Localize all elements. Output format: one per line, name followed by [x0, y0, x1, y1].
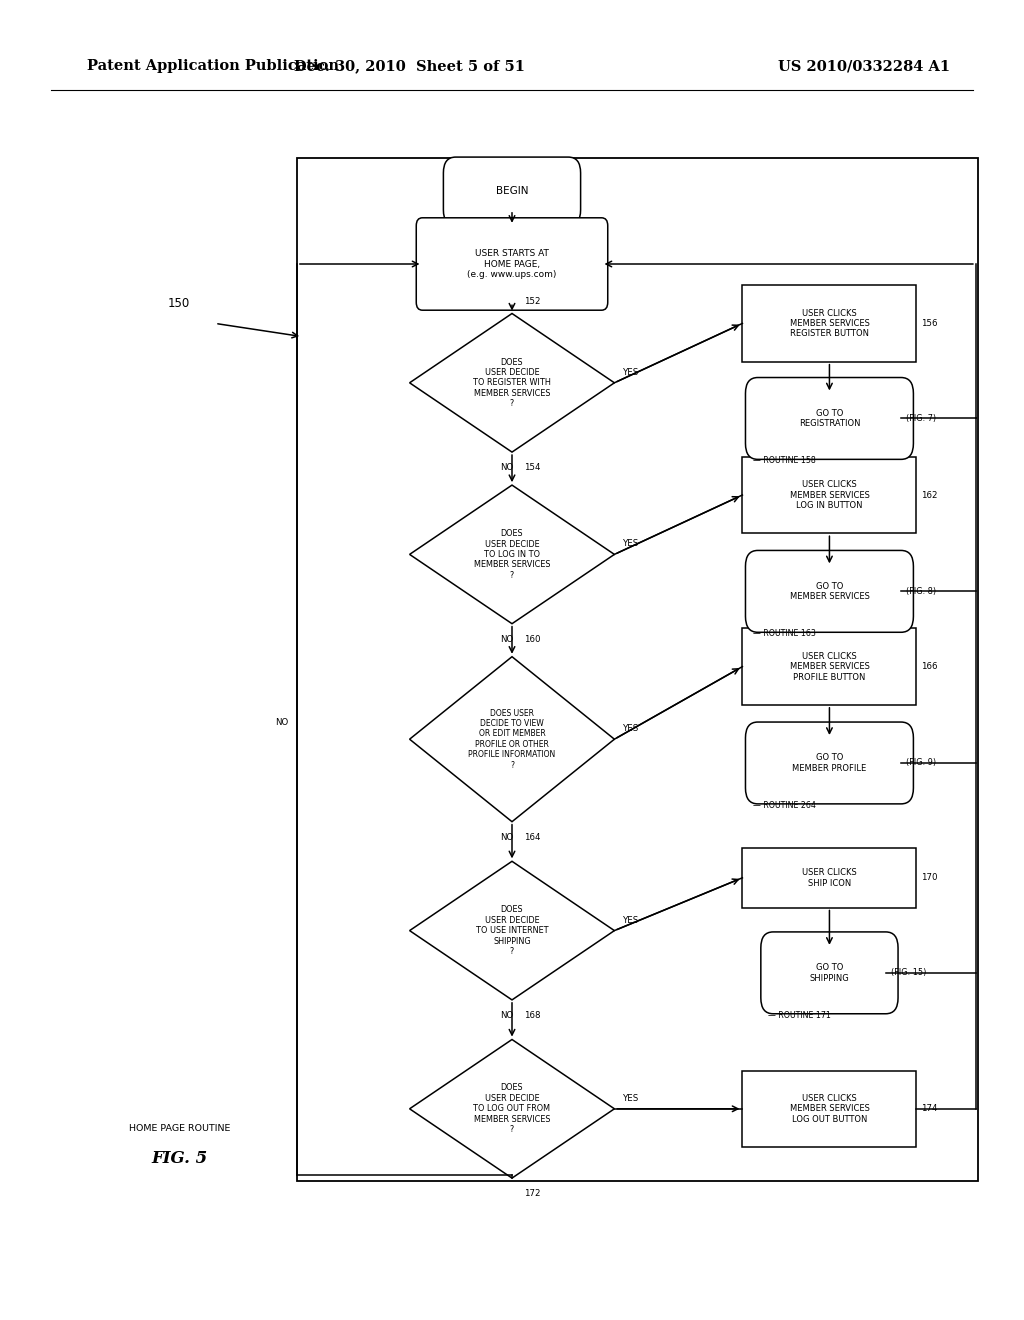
Text: NO: NO — [275, 718, 288, 727]
Text: (FIG. 15): (FIG. 15) — [891, 969, 927, 977]
Text: GO TO
REGISTRATION: GO TO REGISTRATION — [799, 409, 860, 428]
Text: YES: YES — [623, 1094, 639, 1102]
Polygon shape — [410, 862, 614, 1001]
Text: — ROUTINE 163: — ROUTINE 163 — [753, 630, 815, 638]
Text: (FIG. 9): (FIG. 9) — [906, 759, 936, 767]
Text: USER STARTS AT
HOME PAGE,
(e.g. www.ups.com): USER STARTS AT HOME PAGE, (e.g. www.ups.… — [467, 249, 557, 279]
Text: 160: 160 — [524, 635, 541, 644]
Text: YES: YES — [623, 916, 639, 924]
FancyBboxPatch shape — [761, 932, 898, 1014]
Text: USER CLICKS
MEMBER SERVICES
PROFILE BUTTON: USER CLICKS MEMBER SERVICES PROFILE BUTT… — [790, 652, 869, 681]
Bar — [742, 628, 916, 705]
FancyBboxPatch shape — [443, 157, 581, 226]
Text: 152: 152 — [524, 297, 541, 306]
Polygon shape — [410, 657, 614, 821]
Text: NO: NO — [501, 1011, 513, 1020]
Text: GO TO
MEMBER SERVICES: GO TO MEMBER SERVICES — [790, 582, 869, 601]
Text: 172: 172 — [524, 1189, 541, 1199]
Polygon shape — [410, 314, 614, 451]
Bar — [742, 457, 916, 533]
Text: 166: 166 — [921, 663, 937, 671]
Text: 168: 168 — [524, 1011, 541, 1020]
Bar — [742, 1071, 916, 1147]
Text: (FIG. 7): (FIG. 7) — [906, 414, 936, 422]
Text: US 2010/0332284 A1: US 2010/0332284 A1 — [778, 59, 950, 73]
Text: NO: NO — [501, 463, 513, 473]
Text: NO: NO — [501, 635, 513, 644]
Text: 164: 164 — [524, 833, 541, 842]
Text: HOME PAGE ROUTINE: HOME PAGE ROUTINE — [129, 1125, 229, 1133]
Text: YES: YES — [623, 368, 639, 376]
Text: BEGIN: BEGIN — [496, 186, 528, 197]
Text: USER CLICKS
MEMBER SERVICES
REGISTER BUTTON: USER CLICKS MEMBER SERVICES REGISTER BUT… — [790, 309, 869, 338]
Text: FIG. 5: FIG. 5 — [152, 1151, 207, 1167]
Text: 170: 170 — [921, 874, 937, 882]
Text: 156: 156 — [921, 319, 937, 327]
Text: DOES USER
DECIDE TO VIEW
OR EDIT MEMBER
PROFILE OR OTHER
PROFILE INFORMATION
?: DOES USER DECIDE TO VIEW OR EDIT MEMBER … — [468, 709, 556, 770]
Text: GO TO
SHIPPING: GO TO SHIPPING — [810, 964, 849, 982]
Text: 154: 154 — [524, 463, 541, 473]
Bar — [297, 158, 978, 1181]
Text: — ROUTINE 171: — ROUTINE 171 — [768, 1011, 830, 1019]
Text: YES: YES — [623, 540, 639, 548]
Bar — [742, 849, 916, 908]
Text: — ROUTINE 264: — ROUTINE 264 — [753, 801, 815, 809]
Text: 174: 174 — [921, 1105, 937, 1113]
Text: USER CLICKS
MEMBER SERVICES
LOG OUT BUTTON: USER CLICKS MEMBER SERVICES LOG OUT BUTT… — [790, 1094, 869, 1123]
Text: DOES
USER DECIDE
TO LOG IN TO
MEMBER SERVICES
?: DOES USER DECIDE TO LOG IN TO MEMBER SER… — [474, 529, 550, 579]
Text: (FIG. 8): (FIG. 8) — [906, 587, 936, 595]
Text: DOES
USER DECIDE
TO REGISTER WITH
MEMBER SERVICES
?: DOES USER DECIDE TO REGISTER WITH MEMBER… — [473, 358, 551, 408]
Polygon shape — [410, 1040, 614, 1177]
Text: Dec. 30, 2010  Sheet 5 of 51: Dec. 30, 2010 Sheet 5 of 51 — [294, 59, 525, 73]
Text: — ROUTINE 158: — ROUTINE 158 — [753, 457, 815, 465]
Text: NO: NO — [501, 833, 513, 842]
Bar — [742, 285, 916, 362]
Text: DOES
USER DECIDE
TO USE INTERNET
SHIPPING
?: DOES USER DECIDE TO USE INTERNET SHIPPIN… — [476, 906, 548, 956]
Text: YES: YES — [623, 725, 639, 733]
Text: USER CLICKS
MEMBER SERVICES
LOG IN BUTTON: USER CLICKS MEMBER SERVICES LOG IN BUTTO… — [790, 480, 869, 510]
FancyBboxPatch shape — [745, 378, 913, 459]
Text: 162: 162 — [921, 491, 937, 499]
FancyBboxPatch shape — [416, 218, 607, 310]
Text: USER CLICKS
SHIP ICON: USER CLICKS SHIP ICON — [802, 869, 857, 887]
Text: 150: 150 — [168, 297, 190, 310]
Polygon shape — [410, 486, 614, 624]
Text: DOES
USER DECIDE
TO LOG OUT FROM
MEMBER SERVICES
?: DOES USER DECIDE TO LOG OUT FROM MEMBER … — [473, 1084, 551, 1134]
FancyBboxPatch shape — [745, 722, 913, 804]
FancyBboxPatch shape — [745, 550, 913, 632]
Text: Patent Application Publication: Patent Application Publication — [87, 59, 339, 73]
Text: GO TO
MEMBER PROFILE: GO TO MEMBER PROFILE — [793, 754, 866, 772]
